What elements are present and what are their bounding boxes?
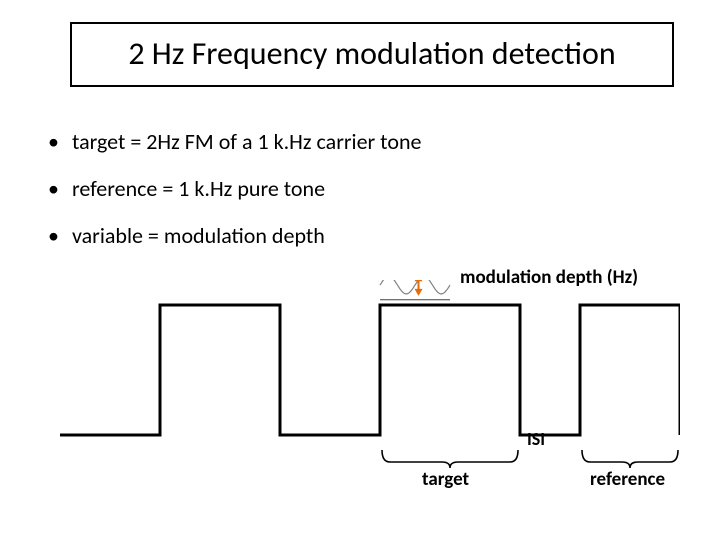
bullet-item: target = 2Hz FM of a 1 k.Hz carrier tone: [48, 128, 668, 155]
bullet-item: variable = modulation depth: [48, 222, 668, 249]
target-label: target: [422, 468, 469, 491]
bullet-list: target = 2Hz FM of a 1 k.Hz carrier tone…: [48, 128, 668, 269]
diagram-svg: [60, 280, 680, 510]
modulation-depth-label: modulation depth (Hz): [460, 266, 638, 289]
isi-label: ISI: [527, 428, 545, 450]
title-box: 2 Hz Frequency modulation detection: [70, 22, 674, 87]
fm-diagram: modulation depth (Hz) ISI target referen…: [60, 280, 680, 510]
page-title: 2 Hz Frequency modulation detection: [82, 36, 662, 71]
reference-label: reference: [590, 468, 665, 491]
bullet-item: reference = 1 k.Hz pure tone: [48, 175, 668, 202]
